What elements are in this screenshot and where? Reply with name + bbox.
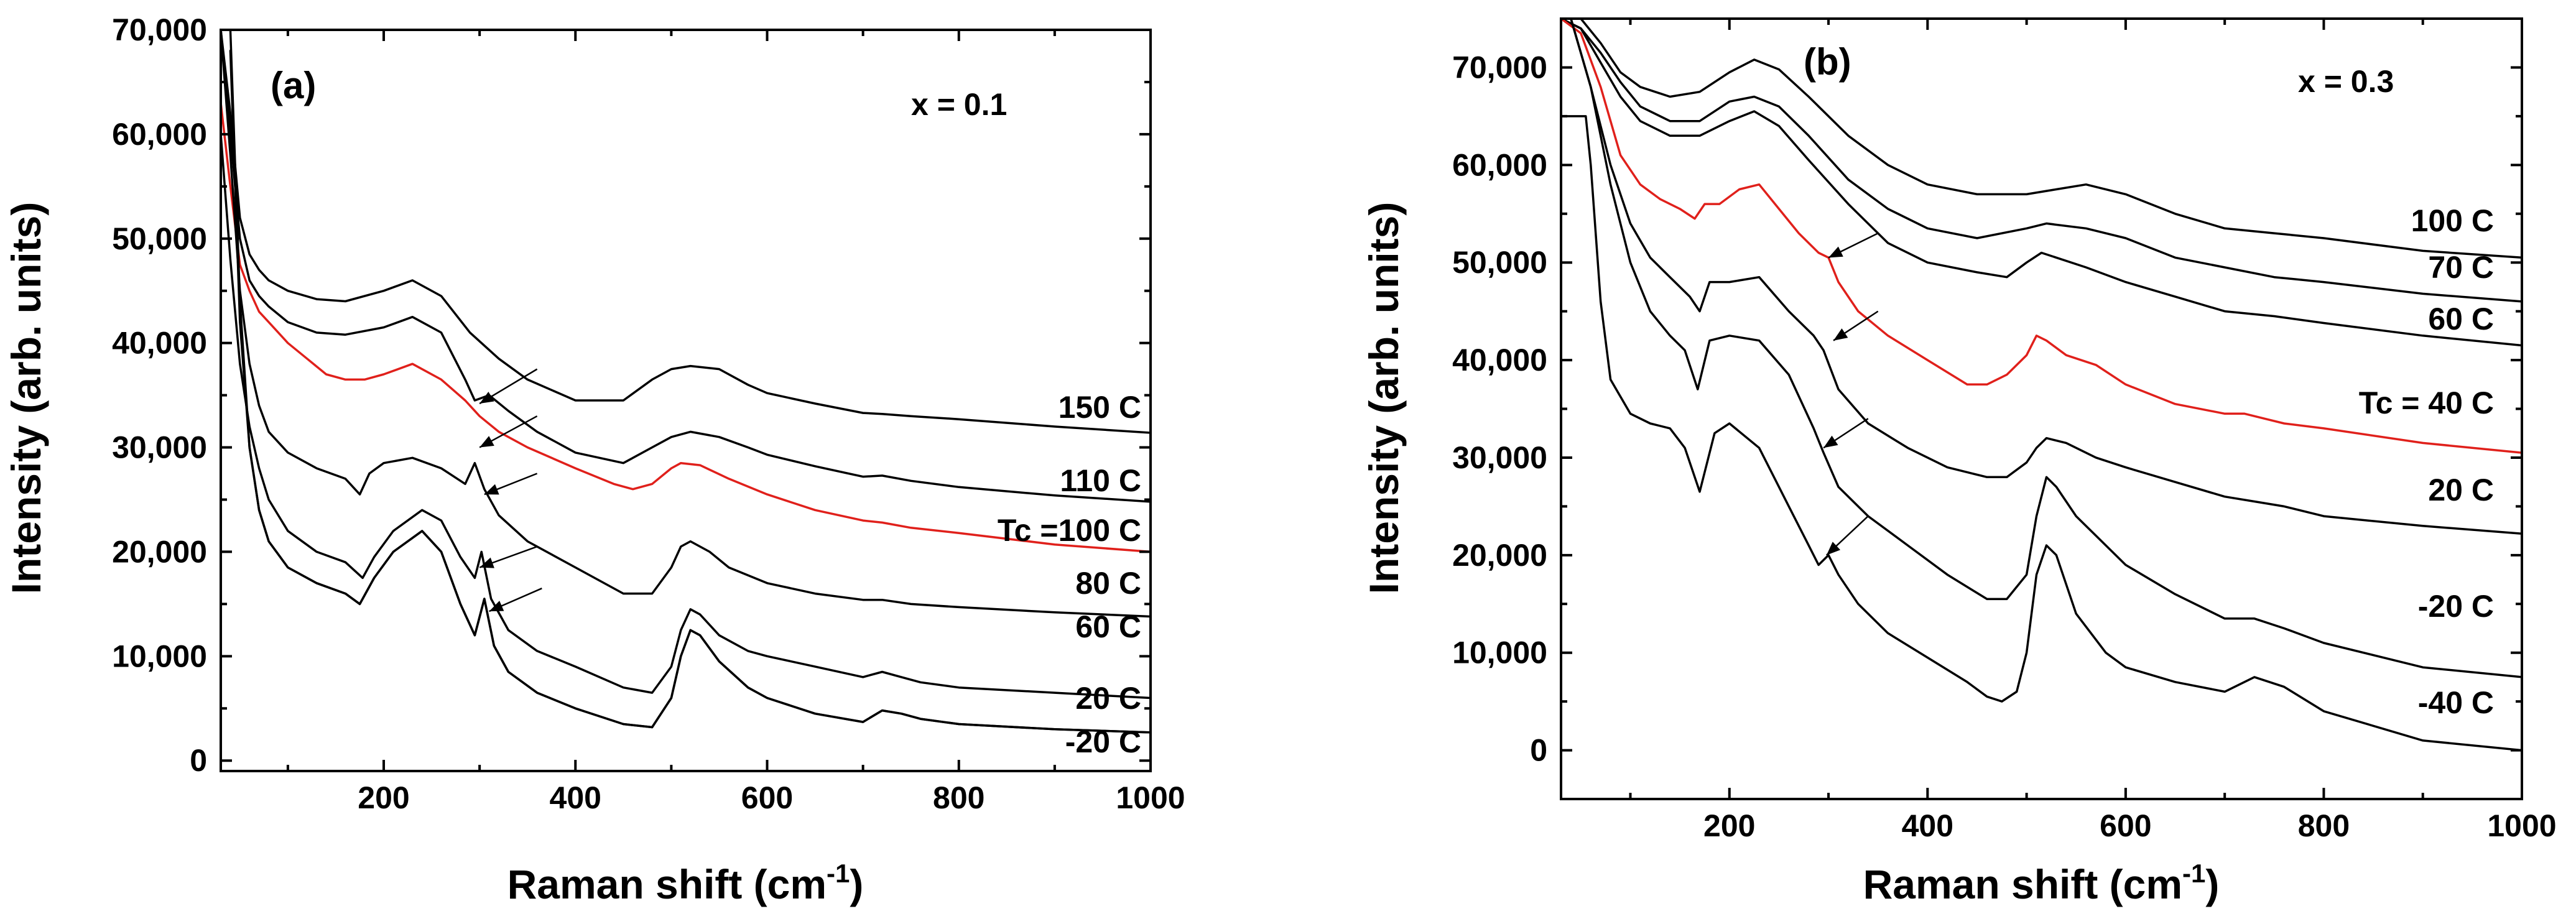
panel-b-y-tick-label: 30,000 xyxy=(1452,440,1547,475)
panel-b-label-tc40c: Tc = 40 C xyxy=(2359,386,2494,420)
panel-b-label-minus20c: -20 C xyxy=(2418,589,2494,624)
panel-a-series-110c xyxy=(221,30,1151,503)
panel-a-arrow-head-1 xyxy=(480,392,494,404)
panel-a-label-110c: 110 C xyxy=(1060,463,1141,498)
panel-a-x-tick-label: 200 xyxy=(358,780,409,815)
panel-b-label-60c: 60 C xyxy=(2428,302,2494,336)
panel-b-arrow-head-1 xyxy=(1828,246,1843,258)
panel-a-series-tc100c xyxy=(221,101,1151,553)
panel-a-y-tick-label: 60,000 xyxy=(112,117,207,152)
panel-a-x-axis-title-sup: -1 xyxy=(827,859,850,888)
panel-b-x-axis-title-main: Raman shift (cm xyxy=(1863,861,2182,907)
panel-b-y-tick-label: 20,000 xyxy=(1452,538,1547,573)
panel-b-x-axis-title: Raman shift (cm-1) xyxy=(1863,859,2220,907)
panel-b-y-tick-label: 10,000 xyxy=(1452,635,1547,670)
panel-b-label-minus40c: -40 C xyxy=(2418,685,2494,720)
panel-b-arrow-layer xyxy=(1823,233,1879,556)
panel-b-label-70c: 70 C xyxy=(2428,250,2494,285)
panel-b-series-100c xyxy=(1578,19,2522,259)
panel-b-x-tick-label: 600 xyxy=(2100,808,2151,843)
panel-a-series-labels: 150 C 110 C Tc =100 C 80 C 60 C 20 C -20… xyxy=(998,390,1141,759)
panel-b-arrow-head-2 xyxy=(1833,328,1848,341)
panel-a-label-20c: 20 C xyxy=(1075,681,1141,716)
panel-a-y-tick-label: 70,000 xyxy=(112,12,207,47)
panel-b-composition-annotation: x = 0.3 xyxy=(2298,64,2394,99)
panel-a-x-tick-label: 1000 xyxy=(1116,780,1185,815)
panel-b-x-tick-label: 200 xyxy=(1703,808,1755,843)
panel-b: 200 400 600 800 1000 0 10,000 20,000 30,000 40,00… xyxy=(1361,17,2557,907)
panel-b-x-axis-title-end: ) xyxy=(2205,861,2219,907)
panel-a-y-tick-label: 40,000 xyxy=(112,326,207,361)
panel-a-series-80c xyxy=(221,30,1151,618)
panel-a-series-minus20c xyxy=(229,49,1151,734)
panel-b-label: (b) xyxy=(1804,41,1851,83)
panel-a-x-axis-title-end: ) xyxy=(850,861,863,907)
panel-a-arrow-head-3 xyxy=(484,484,499,495)
panel-a-series-150c xyxy=(221,30,1151,434)
panel-b-arrow-head-4 xyxy=(1826,542,1841,555)
panel-b-x-tick-label: 400 xyxy=(1902,808,1953,843)
panel-b-series-70c xyxy=(1561,19,2522,303)
panel-a-label-80c: 80 C xyxy=(1075,566,1141,601)
panel-b-x-tick-label: 1000 xyxy=(2487,808,2556,843)
panel-a-x-tick-label: 600 xyxy=(741,780,793,815)
panel-b-series-tc40c xyxy=(1561,19,2522,454)
panel-b-y-axis-title: Intensity (arb. units) xyxy=(1361,202,1407,594)
panel-a-x-tick-label: 800 xyxy=(933,780,985,815)
panel-a-series-layer xyxy=(221,30,1151,734)
panel-a-series-20c xyxy=(229,30,1151,734)
panel-a-x-tick-label: 400 xyxy=(550,780,601,815)
panel-b-label-20c: 20 C xyxy=(2428,473,2494,507)
panel-b-series-minus20c xyxy=(1570,19,2522,678)
panel-b-y-tick-label: 40,000 xyxy=(1452,343,1547,377)
panel-a-y-tick-label: 30,000 xyxy=(112,430,207,465)
panel-a-arrow-head-5 xyxy=(489,601,504,612)
panel-b-series-20c xyxy=(1570,19,2522,535)
panel-a-x-axis-title-main: Raman shift (cm xyxy=(507,861,827,907)
panel-a-arrow-head-2 xyxy=(480,436,494,448)
panel-a-label-60c: 60 C xyxy=(1075,609,1141,644)
panel-a-y-tick-label: 20,000 xyxy=(112,534,207,569)
panel-a-x-axis-title: Raman shift (cm-1) xyxy=(507,859,864,907)
panel-a-label: (a) xyxy=(271,65,316,106)
panel-a-arrow-head-4 xyxy=(480,557,494,568)
panel-b-x-tick-label: 800 xyxy=(2298,808,2350,843)
panel-a-plot-frame xyxy=(220,29,1152,772)
panel-a-label-tc100c: Tc =100 C xyxy=(998,513,1141,548)
panel-b-y-tick-label: 0 xyxy=(1530,733,1547,768)
panel-a-y-tick-label: 50,000 xyxy=(112,221,207,256)
panel-b-y-tick-label: 60,000 xyxy=(1452,147,1547,182)
panel-a-y-tick-label: 0 xyxy=(190,743,207,778)
panel-b-label-100c: 100 C xyxy=(2411,203,2494,238)
panel-a-label-minus20c: -20 C xyxy=(1065,724,1141,759)
panel-a-series-60c xyxy=(221,133,1151,700)
panel-a: 200 400 600 800 1000 0 10,000 20,000 30,000 40,00… xyxy=(3,12,1185,907)
panel-b-tick-layer: 200 400 600 800 1000 0 10,000 20,000 30,000 40,00… xyxy=(1452,19,2557,843)
panel-b-series-labels: 100 C 70 C 60 C Tc = 40 C 20 C -20 C -40… xyxy=(2359,203,2494,720)
panel-b-series-60c xyxy=(1561,19,2522,347)
panel-b-y-tick-label: 70,000 xyxy=(1452,50,1547,85)
panel-a-y-axis-title: Intensity (arb. units) xyxy=(3,202,49,594)
panel-a-composition-annotation: x = 0.1 xyxy=(911,87,1007,122)
panel-a-y-tick-label: 10,000 xyxy=(112,639,207,673)
panel-b-arrow-head-3 xyxy=(1823,435,1838,448)
panel-b-x-axis-title-sup: -1 xyxy=(2182,859,2205,888)
panel-b-y-tick-label: 50,000 xyxy=(1452,245,1547,280)
panel-a-arrow-layer xyxy=(479,368,542,612)
panel-b-series-layer xyxy=(1561,19,2522,752)
panel-b-series-minus40c xyxy=(1561,115,2522,752)
panel-a-label-150c: 150 C xyxy=(1059,390,1141,425)
panel-a-tick-layer: 200 400 600 800 1000 0 10,000 20,000 30,000 40,00… xyxy=(112,12,1185,815)
